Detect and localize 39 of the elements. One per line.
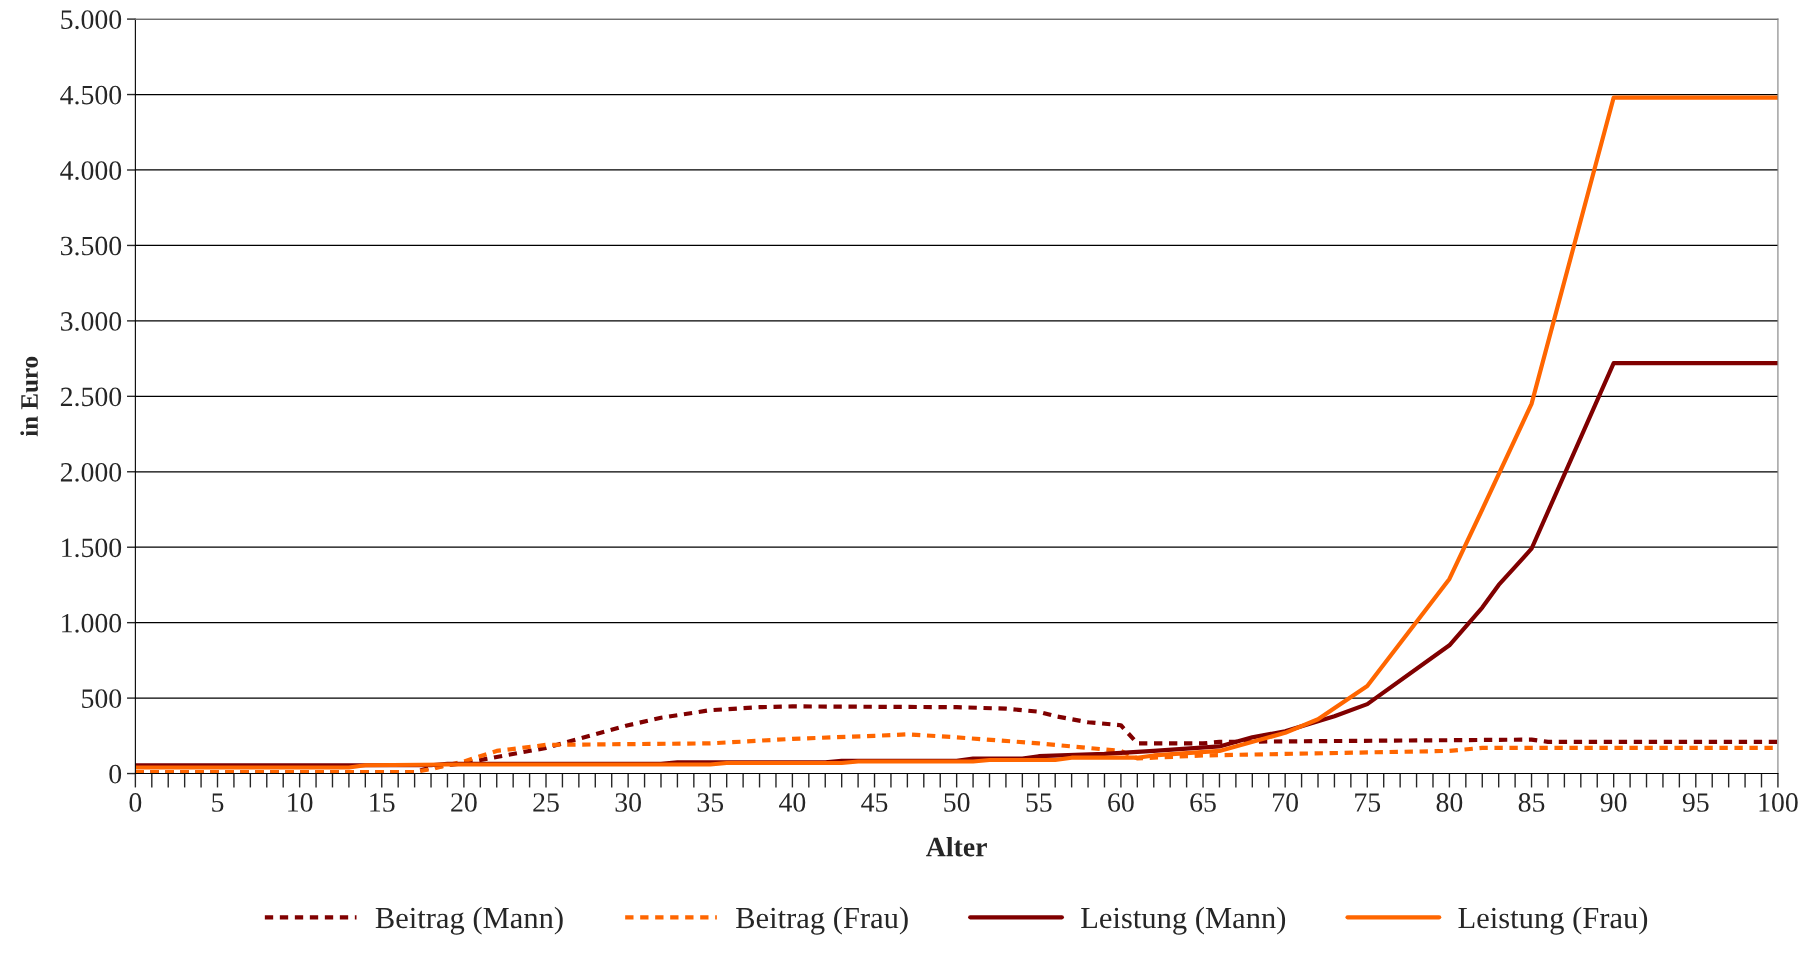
x-tick-label: 25	[533, 793, 559, 812]
x-tick-label: 55	[1026, 793, 1052, 812]
x-tick-label: 10	[288, 793, 313, 812]
y-tick-label: 1.000	[62, 613, 122, 633]
x-tick-label: 40	[779, 793, 806, 812]
legend-label: Leistung (Mann)	[1081, 906, 1286, 935]
y-tick-label: 500	[82, 689, 122, 709]
y-tick-label: 3.500	[61, 236, 122, 256]
x-tick-label: 95	[1682, 793, 1709, 812]
x-tick-label: 65	[1190, 793, 1216, 812]
x-tick-label: 85	[1518, 793, 1545, 812]
y-tick-label: 2.500	[60, 387, 122, 407]
x-tick-label: 45	[861, 793, 888, 812]
x-tick-label: 90	[1600, 793, 1627, 812]
x-tick-label: 60	[1108, 793, 1134, 812]
x-axis-title: Alter	[926, 836, 987, 857]
x-tick-label: 5	[212, 793, 224, 812]
x-tick-label: 50	[944, 793, 970, 812]
x-tick-label: 0	[129, 793, 142, 812]
x-tick-label: 15	[370, 793, 395, 812]
x-tick-label: 70	[1273, 793, 1298, 812]
y-tick-label: 4.500	[60, 85, 122, 105]
x-tick-label: 35	[697, 793, 724, 812]
x-tick-label: 20	[451, 793, 477, 812]
legend-label: Leistung (Frau)	[1458, 906, 1648, 935]
y-axis-title: in Euro	[20, 356, 38, 437]
x-tick-label: 80	[1436, 793, 1463, 812]
legend-label: Beitrag (Frau)	[736, 906, 908, 935]
x-tick-label: 30	[615, 793, 641, 812]
legend-label: Beitrag (Mann)	[375, 906, 563, 935]
y-tick-label: 3.000	[61, 312, 122, 331]
x-tick-label: 75	[1355, 793, 1381, 812]
y-tick-label: 2.000	[60, 462, 122, 482]
y-tick-label: 1.500	[62, 538, 122, 558]
x-tick-label: 100	[1759, 793, 1798, 812]
y-tick-label: 5.000	[61, 10, 122, 30]
y-tick-label: 0	[109, 764, 122, 784]
y-tick-label: 4.000	[60, 161, 122, 181]
line-series	[135, 95, 1778, 770]
